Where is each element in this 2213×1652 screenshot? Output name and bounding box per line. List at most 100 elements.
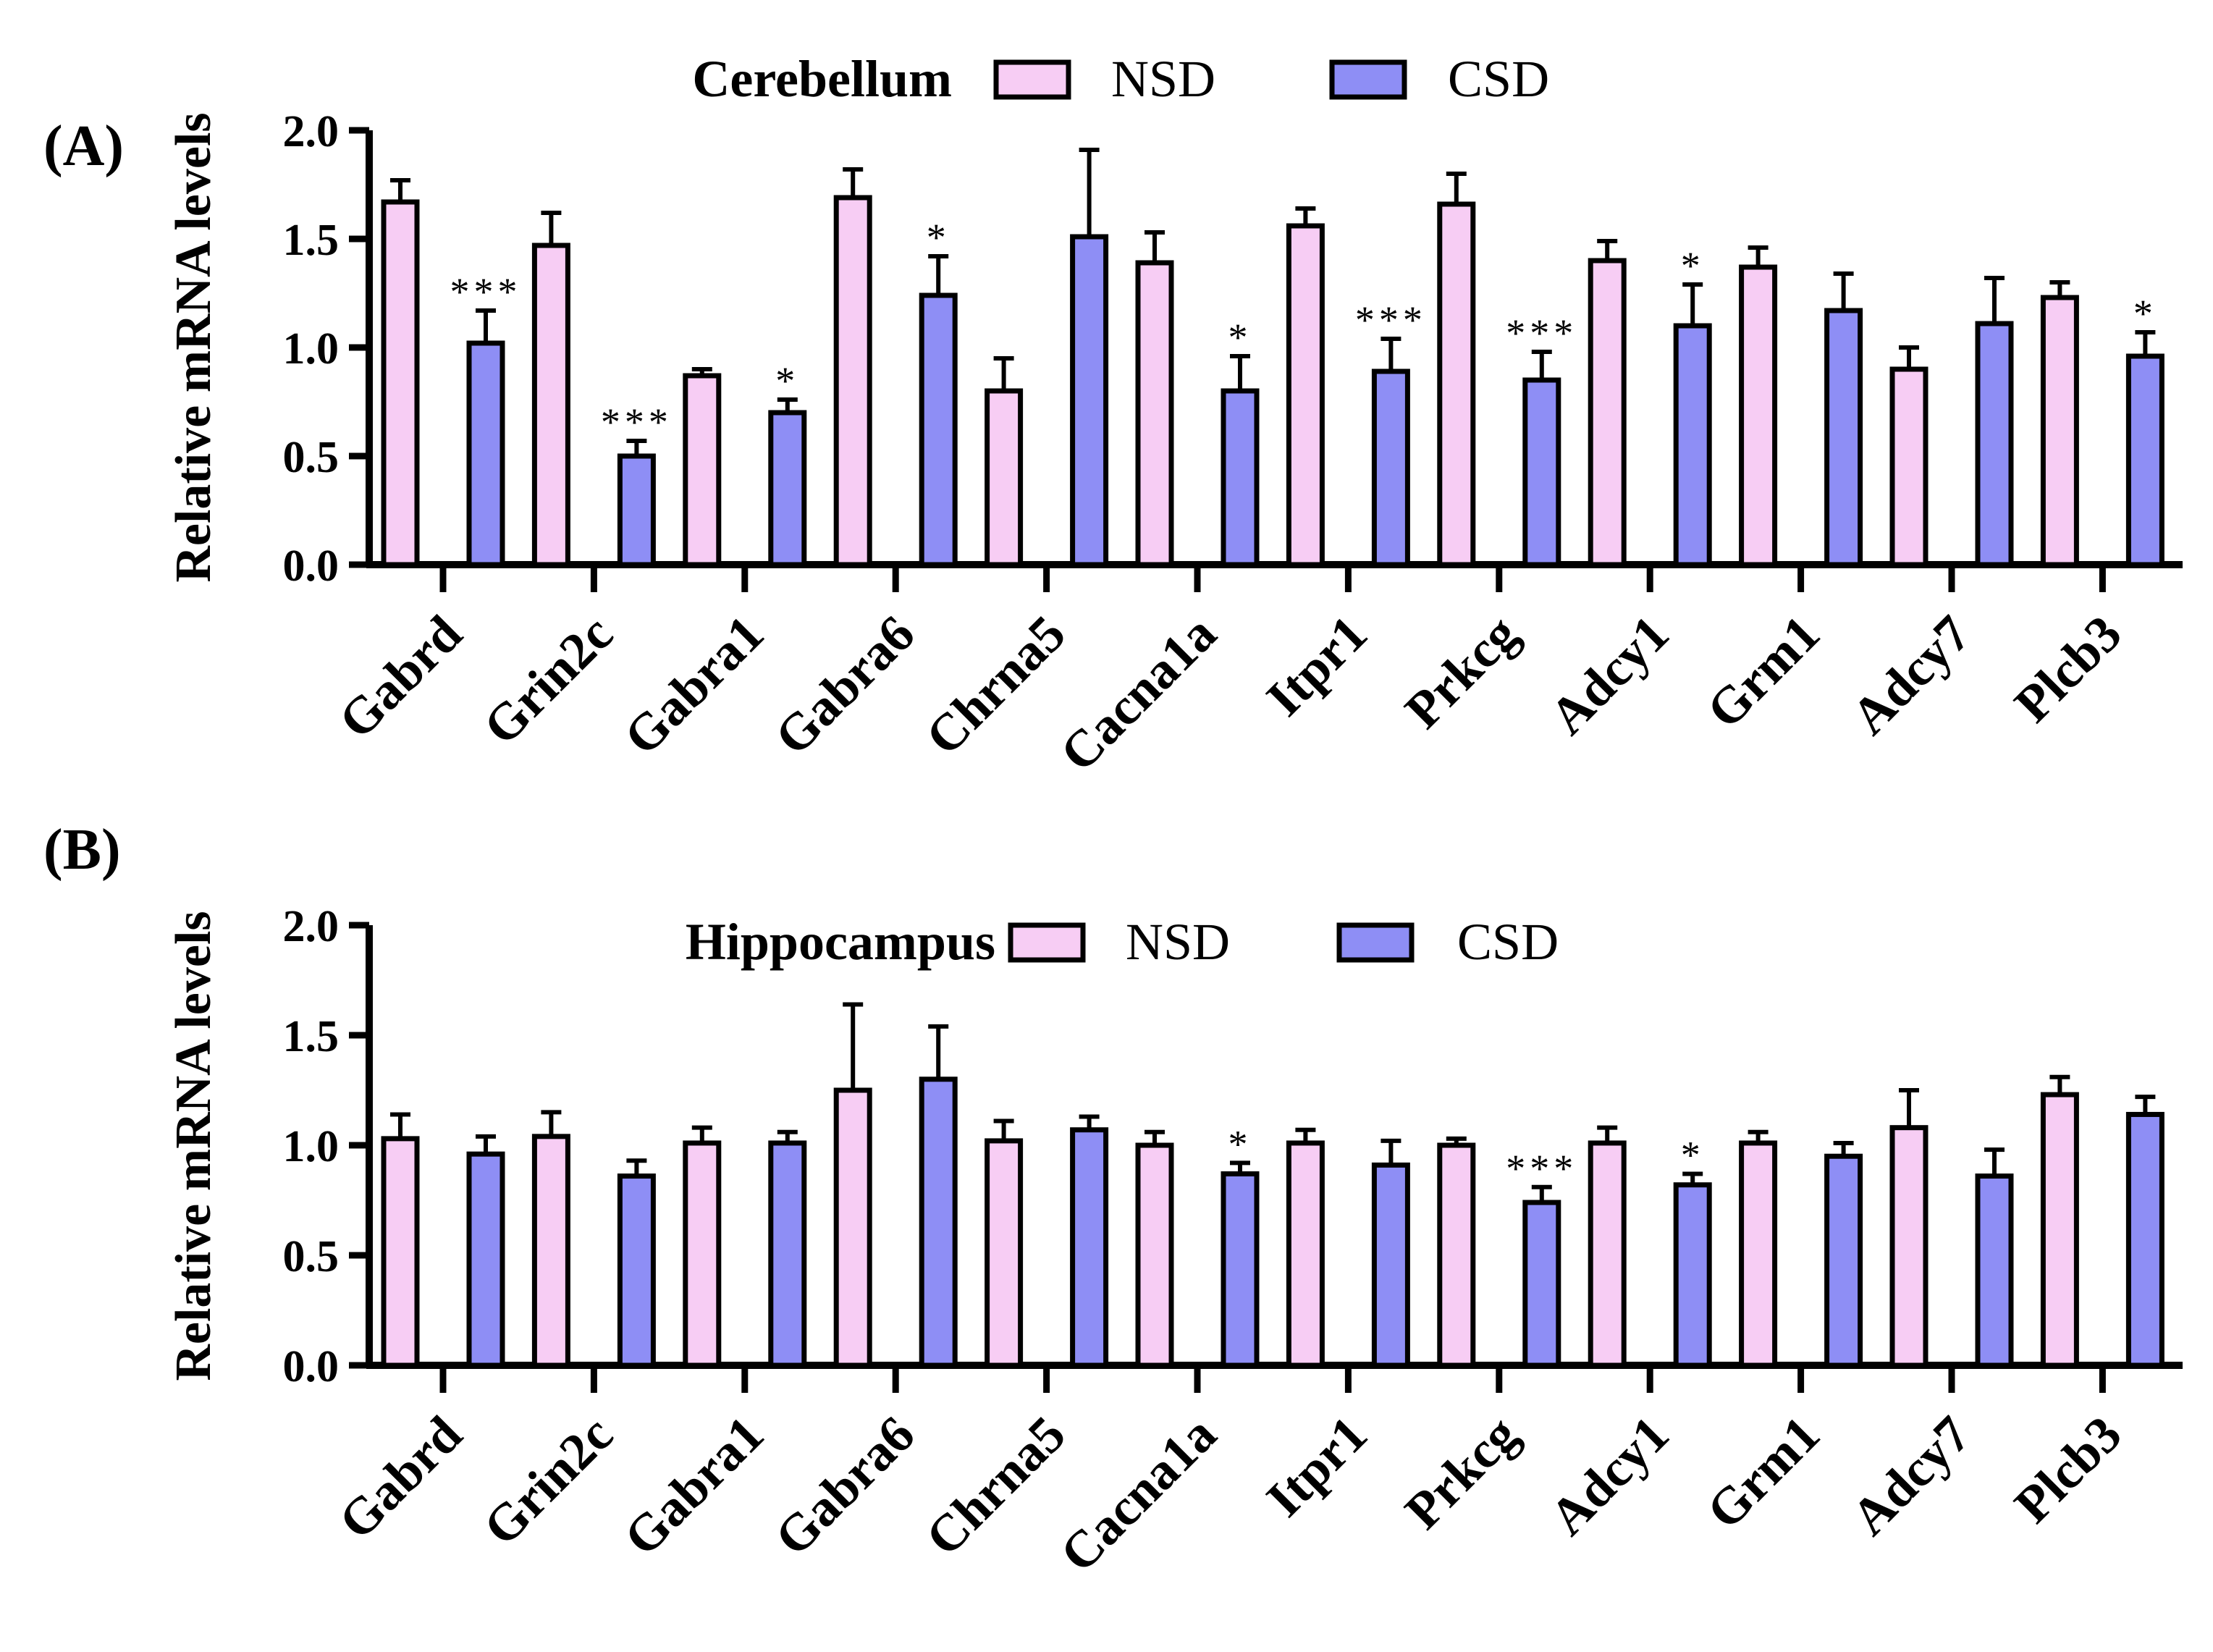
category-label: Adcy7 <box>1840 1405 1981 1546</box>
csd-bar <box>1522 1200 1561 1368</box>
csd-bar <box>2125 353 2164 568</box>
category-label: Grin2c <box>472 1405 623 1556</box>
nsd-bar <box>1889 1125 1929 1368</box>
y-tick-label: 1.0 <box>283 1122 340 1171</box>
csd-bar <box>1673 1182 1712 1368</box>
csd-bar <box>1221 388 1260 568</box>
category-label: Adcy7 <box>1840 604 1981 746</box>
csd-bar <box>1673 323 1712 568</box>
csd-bar <box>1070 234 1109 568</box>
nsd-bar <box>833 195 872 568</box>
legend-csd-label: CSD <box>1457 913 1559 971</box>
nsd-bar <box>1135 1142 1174 1368</box>
category-label: Grm1 <box>1695 604 1831 740</box>
significance-label: * <box>927 216 950 259</box>
nsd-bar <box>2040 1092 2079 1368</box>
category-label: Cacna1a <box>1049 604 1227 783</box>
nsd-bar <box>1588 258 1627 568</box>
significance-label: *** <box>601 400 673 444</box>
csd-bar <box>1975 321 2014 568</box>
category-label: Gabra1 <box>613 1405 775 1567</box>
category-label: Adcy1 <box>1538 604 1679 746</box>
significance-label: *** <box>450 270 522 313</box>
significance-label: *** <box>1506 1147 1577 1190</box>
csd-bar <box>466 340 505 568</box>
chart-title: Hippocampus <box>686 913 995 971</box>
csd-bar <box>1975 1173 2014 1368</box>
y-tick-label: 1.0 <box>283 324 340 374</box>
nsd-bar <box>985 388 1024 568</box>
csd-bar <box>768 1140 807 1368</box>
panel-label: (B) <box>43 818 121 882</box>
y-tick-label: 0.0 <box>283 541 340 591</box>
category-label: Grin2c <box>472 604 623 756</box>
csd-bar <box>1070 1127 1109 1368</box>
chart-title: Cerebellum <box>692 50 952 108</box>
nsd-bar <box>1739 264 1778 568</box>
legend-csd-swatch <box>1329 59 1407 100</box>
csd-bar <box>1371 368 1410 568</box>
nsd-bar <box>1588 1140 1627 1368</box>
csd-bar <box>768 410 807 568</box>
y-tick-label: 0.5 <box>283 1232 340 1281</box>
significance-label: *** <box>1506 311 1577 355</box>
category-label: Adcy1 <box>1538 1405 1679 1546</box>
panel-b-chart: (B) Relative mRNA levels 0.0 0.5 1.0 1.5 2.0 Ga… <box>43 818 2183 1583</box>
nsd-bar <box>1739 1140 1778 1368</box>
legend-csd-label: CSD <box>1448 50 1549 108</box>
category-label: Prkcg <box>1394 604 1529 740</box>
y-tick-label: 0.0 <box>283 1342 340 1391</box>
legend-nsd-swatch <box>993 59 1071 100</box>
csd-bar <box>919 1076 958 1368</box>
nsd-bar <box>1437 1142 1476 1368</box>
category-label: Itpr1 <box>1255 1405 1378 1528</box>
legend-nsd-label: NSD <box>1111 50 1215 108</box>
csd-bar <box>1824 1153 1863 1368</box>
csd-bar <box>1371 1162 1410 1368</box>
nsd-bar <box>381 199 420 568</box>
csd-bar <box>617 453 656 568</box>
category-label: Prkcg <box>1394 1405 1529 1541</box>
legend-csd-swatch <box>1336 922 1415 963</box>
csd-bar <box>1221 1171 1260 1368</box>
csd-bar <box>1824 308 1863 568</box>
category-label: Plcb3 <box>2004 604 2133 733</box>
y-tick-label: 0.5 <box>283 433 340 482</box>
panel-label: (A) <box>43 114 124 178</box>
significance-label: * <box>1228 1122 1252 1166</box>
category-label: Gabra6 <box>764 1405 925 1567</box>
nsd-bar <box>985 1138 1024 1368</box>
nsd-bar <box>2040 295 2079 568</box>
y-axis-label: Relative mRNA levels <box>166 112 222 582</box>
category-label: Gabra1 <box>613 604 775 766</box>
category-label: Gabra6 <box>764 604 925 766</box>
nsd-bar <box>531 1134 570 1368</box>
category-label: Itpr1 <box>1255 604 1378 728</box>
legend-nsd-label: NSD <box>1126 913 1230 971</box>
y-tick-label: 1.5 <box>283 216 340 265</box>
significance-label: * <box>2133 292 2157 335</box>
significance-label: * <box>775 359 799 403</box>
nsd-bar <box>1437 201 1476 568</box>
significance-label: * <box>1681 1134 1705 1177</box>
significance-label: *** <box>1355 298 1427 342</box>
significance-label: * <box>1681 244 1705 287</box>
category-label: Grm1 <box>1695 1405 1831 1541</box>
category-label: Cacna1a <box>1049 1405 1227 1583</box>
nsd-bar <box>381 1136 420 1368</box>
nsd-bar <box>1286 1140 1325 1368</box>
nsd-bar <box>1889 366 1929 568</box>
csd-bar <box>466 1151 505 1368</box>
category-label: Gabrd <box>327 604 473 750</box>
category-label: Gabrd <box>327 1405 473 1551</box>
y-tick-label: 2.0 <box>283 107 340 156</box>
csd-bar <box>1522 377 1561 568</box>
y-tick-label: 1.5 <box>283 1012 340 1061</box>
legend-nsd-swatch <box>1008 922 1086 963</box>
nsd-bar <box>1135 260 1174 568</box>
y-axis-label: Relative mRNA levels <box>166 911 222 1381</box>
y-tick-label: 2.0 <box>283 902 340 951</box>
nsd-bar <box>683 1140 722 1368</box>
nsd-bar <box>833 1087 872 1368</box>
significance-label: * <box>1228 316 1252 359</box>
